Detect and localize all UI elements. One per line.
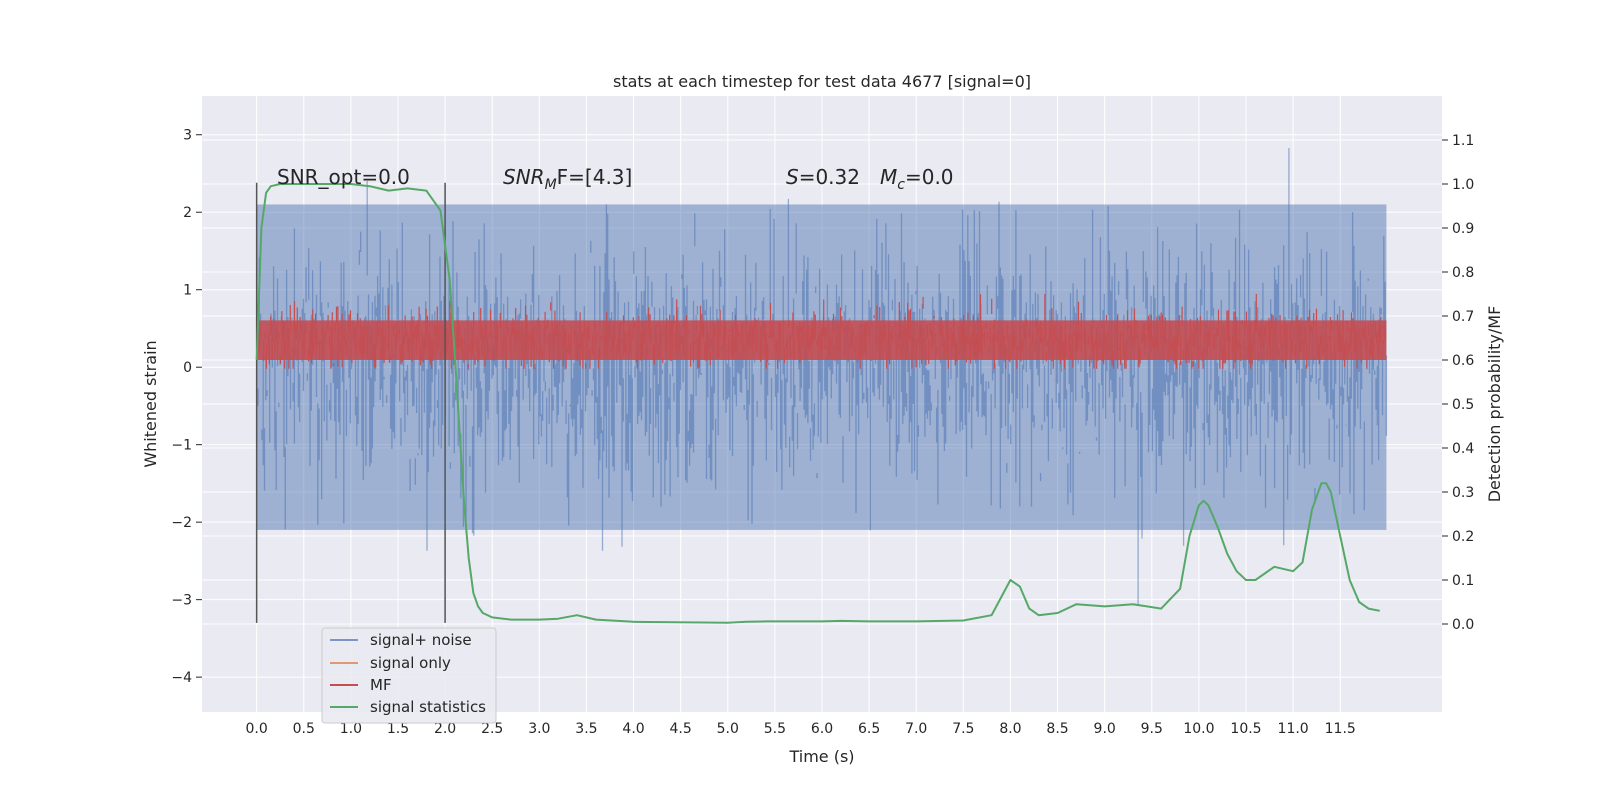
y-left-tick-label: 1: [183, 283, 192, 299]
y-left-tick-label: 0: [183, 360, 192, 376]
y-left-tick-labels: 3 2 1 0 −1 −2 −3 −4: [171, 128, 202, 686]
y-left-tick-label: −3: [171, 593, 192, 609]
legend-label-signal-noise: signal+ noise: [370, 631, 472, 649]
window-markers: [255, 182, 446, 623]
x-tick-label: 2.0: [434, 721, 456, 737]
y-right-tick-label: 0.4: [1452, 441, 1474, 457]
x-tick-label: 5.5: [764, 721, 786, 737]
x-tick-label: 4.5: [670, 721, 692, 737]
y-axis-label-right: Detection probability/MF: [1485, 306, 1504, 503]
y-left-tick-label: −4: [171, 670, 192, 686]
y-right-tick-label: 0.9: [1452, 221, 1474, 237]
x-tick-label: 7.0: [905, 721, 927, 737]
x-tick-label: 10.5: [1230, 721, 1261, 737]
x-tick-label: 5.0: [717, 721, 739, 737]
x-tick-label: 9.0: [1094, 721, 1116, 737]
legend: signal+ noise signal only MF signal stat…: [321, 627, 497, 724]
y-left-tick-label: −1: [171, 438, 192, 454]
x-tick-label: 7.5: [952, 721, 974, 737]
chart-title: stats at each timestep for test data 467…: [613, 72, 1031, 91]
y-left-tick-label: −2: [171, 515, 192, 531]
x-tick-label: 1.5: [387, 721, 409, 737]
annotation-mc: Mc=0.0: [880, 165, 954, 193]
y-right-tick-label: 0.5: [1452, 397, 1474, 413]
x-tick-label: 1.0: [340, 721, 362, 737]
x-tick-labels: 0.0 0.5 1.0 1.5 2.0 2.5 3.0 3.5 4.0 4.5 5.0 5.5 6.0 6…: [246, 721, 1356, 737]
y-right-tick-label: 0.7: [1452, 309, 1474, 325]
x-tick-label: 9.5: [1141, 721, 1163, 737]
y-right-tick-label: 0.0: [1452, 617, 1474, 633]
x-tick-label: 0.5: [293, 721, 315, 737]
x-tick-label: 2.5: [481, 721, 503, 737]
y-left-tick-label: 3: [183, 128, 192, 144]
y-right-tick-label: 0.6: [1452, 353, 1474, 369]
legend-box: [321, 627, 497, 724]
annotation-snr-mf: SNRMF=[4.3]: [503, 165, 632, 193]
y-right-tick-label: 0.8: [1452, 265, 1474, 281]
x-tick-label: 8.0: [999, 721, 1021, 737]
y-axis-label-left: Whitened strain: [141, 340, 160, 467]
y-right-tick-label: 0.1: [1452, 573, 1474, 589]
y-right-tick-label: 0.2: [1452, 529, 1474, 545]
legend-label-signal-only: signal only: [370, 654, 451, 672]
y-right-tick-label: 1.1: [1452, 133, 1474, 149]
x-tick-label: 11.5: [1325, 721, 1356, 737]
y-right-tick-label: 0.3: [1452, 485, 1474, 501]
x-tick-label: 6.0: [811, 721, 833, 737]
y-right-tick-labels: 1.1 1.0 0.9 0.8 0.7 0.6 0.5 0.4 0.3 0.2 0.1 0.0: [1442, 133, 1474, 633]
x-tick-label: 6.5: [858, 721, 880, 737]
legend-label-signal-statistics: signal statistics: [370, 698, 486, 716]
annotation-snr-opt: SNR_opt=0.0: [277, 165, 410, 189]
annotation-s: S=0.32: [786, 165, 860, 189]
x-axis-label: Time (s): [788, 747, 854, 766]
x-tick-label: 10.0: [1183, 721, 1214, 737]
x-tick-label: 8.5: [1046, 721, 1068, 737]
x-tick-label: 3.5: [575, 721, 597, 737]
signal-statistics-line: [255, 183, 1380, 624]
legend-label-mf: MF: [370, 676, 392, 694]
x-tick-label: 4.0: [622, 721, 644, 737]
x-tick-label: 0.0: [246, 721, 268, 737]
y-right-tick-label: 1.0: [1452, 177, 1474, 193]
series-signal-statistics: [255, 183, 1380, 624]
x-tick-label: 3.0: [528, 721, 550, 737]
x-tick-label: 11.0: [1278, 721, 1309, 737]
y-left-tick-label: 2: [183, 205, 192, 221]
